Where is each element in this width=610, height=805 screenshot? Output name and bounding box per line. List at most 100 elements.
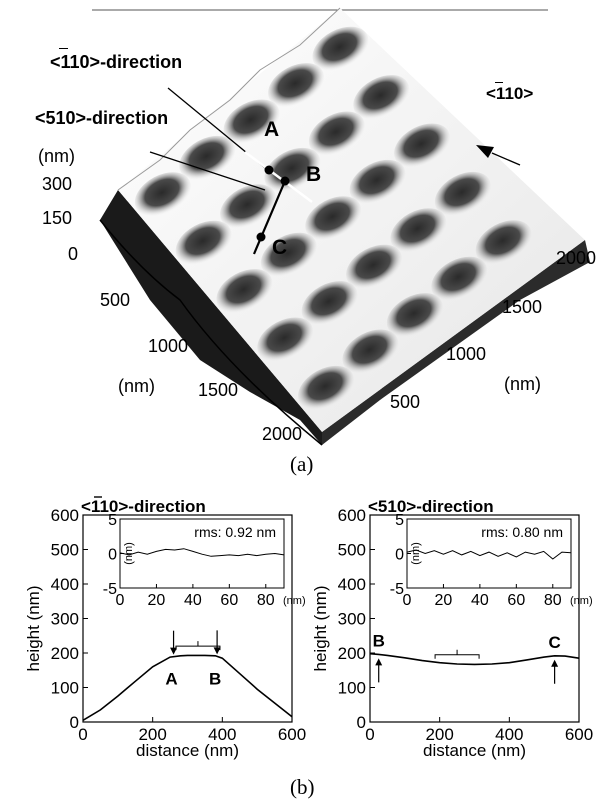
left-axis-tick-1500: 1500 xyxy=(198,380,239,400)
y-axis-label: height (nm) xyxy=(311,586,330,672)
surface-pit xyxy=(264,147,321,192)
point-A-label: A xyxy=(264,118,280,141)
x-axis-label: distance (nm) xyxy=(423,741,526,760)
y-tick-label: 600 xyxy=(338,506,366,525)
inset-x-tick-label: 0 xyxy=(403,592,412,609)
surface-pit xyxy=(257,317,314,362)
profile-line xyxy=(82,654,293,721)
x-tick-label: 400 xyxy=(208,725,236,744)
inset-rms-label: rms: 0.80 nm xyxy=(481,524,563,540)
left-axis-tick-500: 500 xyxy=(100,290,131,310)
inset-y-tick-label: 0 xyxy=(395,547,404,564)
surface-pit xyxy=(298,365,354,410)
y-tick-label: 500 xyxy=(338,541,366,560)
corner-arrow-label: <110> xyxy=(486,84,534,103)
cut-line-BC xyxy=(252,180,287,255)
right-axis-tick-2000: 2000 xyxy=(556,248,597,268)
right-axis-tick-1000: 1000 xyxy=(446,344,487,364)
surface-pit xyxy=(301,281,358,325)
y-axis-label: height (nm) xyxy=(24,586,43,672)
inset-rms-label: rms: 0.92 nm xyxy=(194,524,276,540)
z-tick-0: 0 xyxy=(68,244,79,264)
afm-3d-surface-figure xyxy=(92,7,590,446)
y-tick-label: 500 xyxy=(51,541,79,560)
y-tick-label: 400 xyxy=(338,575,366,594)
surface-pit xyxy=(134,172,191,217)
surface-pit xyxy=(394,123,450,168)
inset-y-label: (nm) xyxy=(410,542,422,565)
surface-pit xyxy=(386,293,443,337)
inset-x-unit: (nm) xyxy=(570,595,593,607)
surface-left-face xyxy=(100,190,322,445)
x-tick-label: 600 xyxy=(278,725,306,744)
y-tick-label: 100 xyxy=(338,679,366,698)
corner-arrow-icon xyxy=(476,145,494,158)
surface-pit xyxy=(390,208,447,253)
surface-pit xyxy=(431,256,488,301)
inset-x-unit: (nm) xyxy=(283,595,306,607)
marker-label: B xyxy=(209,669,221,688)
x-axis-label: distance (nm) xyxy=(136,741,239,760)
marker-arrow-icon xyxy=(170,647,178,655)
marker-label: A xyxy=(165,670,177,689)
surface-pits xyxy=(134,26,532,410)
inset-y-tick-label: 0 xyxy=(108,547,117,564)
right-axis-tick-1500: 1500 xyxy=(502,297,543,317)
x-tick-label: 200 xyxy=(138,725,166,744)
overbar-corner xyxy=(495,82,503,83)
y-tick-label: 200 xyxy=(338,644,366,663)
left-axis-tick-1000: 1000 xyxy=(148,336,189,356)
inset-roughness-line xyxy=(119,548,285,557)
x-tick-label: 600 xyxy=(565,725,593,744)
surface-pit xyxy=(475,220,532,265)
inset-x-tick-label: 20 xyxy=(148,592,166,609)
direction-line-510 xyxy=(149,151,266,191)
surface-right-face xyxy=(322,240,590,445)
surface-pit xyxy=(312,26,369,71)
surface-pit xyxy=(179,135,236,180)
left-axis-unit: (nm) xyxy=(118,376,155,396)
marker-arrow-icon xyxy=(551,659,559,667)
surface-pit xyxy=(175,220,232,265)
marker-arrow-icon xyxy=(375,658,383,666)
right-axis-tick-500: 500 xyxy=(390,392,421,412)
y-tick-label: 0 xyxy=(70,713,79,732)
surface-pit xyxy=(223,99,280,144)
surface-pit xyxy=(342,329,399,374)
inset-x-tick-label: 40 xyxy=(471,592,489,609)
inset-y-tick-label: -5 xyxy=(103,581,117,598)
surface-pit xyxy=(434,171,491,216)
point-C-label: C xyxy=(272,236,288,259)
inset-y-label: (nm) xyxy=(123,542,135,565)
chart-title: <110>-direction xyxy=(81,497,206,516)
caption-b: (b) xyxy=(290,775,315,799)
surface-pit xyxy=(260,232,317,277)
z-tick-150: 150 xyxy=(42,208,73,228)
x-tick-label: 0 xyxy=(78,725,87,744)
surface-pit xyxy=(349,159,406,204)
inset-plot: 50-50 20 40 60 80 (nm)(nm)rms: 0.92 nm xyxy=(103,512,306,609)
inset-frame xyxy=(119,518,285,589)
point-B-marker xyxy=(280,176,290,186)
y-tick-label: 200 xyxy=(51,644,79,663)
inset-frame xyxy=(406,518,572,589)
right-axis-unit: (nm) xyxy=(504,374,541,394)
x-tick-label: 400 xyxy=(495,725,523,744)
y-tick-label: 400 xyxy=(51,575,79,594)
cut-line-AB xyxy=(244,150,313,204)
inset-y-tick-label: 5 xyxy=(108,512,117,529)
surface-pit xyxy=(346,244,402,289)
inset-x-tick-label: 20 xyxy=(435,592,453,609)
point-C-marker xyxy=(256,232,266,242)
y-tick-label: 600 xyxy=(51,506,79,525)
point-B-label: B xyxy=(306,163,322,186)
point-A-marker xyxy=(264,165,274,175)
x-tick-label: 200 xyxy=(425,725,453,744)
y-tick-label: 100 xyxy=(51,679,79,698)
inset-plot: 50-50 20 40 60 80 (nm)(nm)rms: 0.80 nm xyxy=(390,512,593,609)
inset-y-tick-label: -5 xyxy=(390,581,404,598)
inset-x-tick-label: 80 xyxy=(257,592,275,609)
surface-pit xyxy=(308,111,365,156)
z-axis-unit: (nm) xyxy=(38,146,75,166)
surface-pit xyxy=(305,196,362,241)
